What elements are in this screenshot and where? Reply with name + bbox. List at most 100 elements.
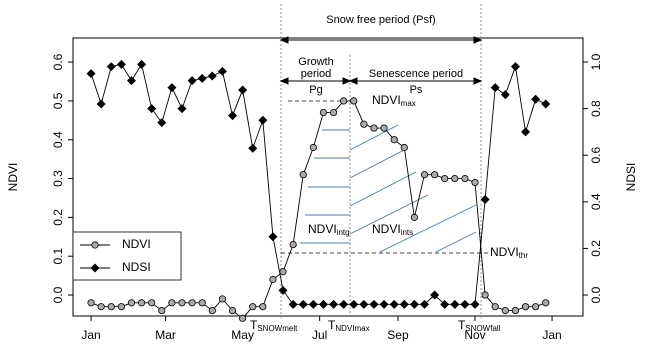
ndvi-point — [289, 240, 297, 249]
ndsi-point — [419, 299, 429, 309]
x-tick-label: Sep — [387, 328, 409, 342]
annotation-main: Ps — [410, 84, 423, 96]
ndvi-point — [319, 108, 328, 117]
ndvi-point — [370, 124, 378, 132]
x-tick-label: Nov — [464, 328, 485, 342]
ndvi-point — [400, 143, 408, 152]
y-axis-label: NDVI — [6, 163, 20, 192]
annotation-main: T — [328, 318, 336, 332]
ndsi-point — [187, 76, 197, 86]
ndsi-point — [480, 194, 490, 204]
annotation-main: NDVI — [308, 222, 337, 236]
ndsi-point — [147, 104, 157, 114]
hatch — [349, 147, 409, 179]
ndsi-point — [268, 232, 278, 242]
legend-label: NDVI — [122, 237, 151, 251]
ndsi-point — [217, 66, 227, 76]
annotation: NDVImax — [372, 93, 416, 108]
y2-tick-label: 1.0 — [589, 53, 603, 70]
annotation-main: Snow free period (Psf) — [326, 14, 435, 26]
annotation: Senescence period — [369, 68, 463, 80]
ndvi-point — [350, 97, 358, 105]
ndvi-point — [188, 299, 196, 307]
ndsi-point — [238, 85, 248, 95]
ndvi-point — [360, 120, 368, 128]
ndvi-point — [309, 143, 317, 152]
ndvi-point — [117, 303, 125, 311]
ndsi-point — [126, 76, 136, 86]
ndsi-point — [329, 299, 339, 309]
annotation: Ps — [410, 84, 423, 96]
x-tick-label: Jan — [81, 328, 100, 342]
series-line — [90, 100, 546, 319]
ndvi-point — [511, 306, 520, 315]
ndvi-point — [137, 299, 146, 307]
ndsi-point — [450, 299, 460, 309]
y-tick-label: 0.6 — [51, 53, 65, 70]
ndvi-point — [542, 299, 550, 307]
ndsi-point — [96, 99, 106, 109]
legend-label: NDSI — [122, 260, 151, 274]
ndsi-point — [369, 299, 379, 309]
ndvi-point — [430, 171, 439, 179]
annotation: NDVIintg — [308, 222, 350, 237]
ndvi-point — [532, 303, 540, 311]
annotation: NDVIints — [372, 222, 413, 237]
ndsi-point — [207, 71, 217, 81]
x-tick-label: Mar — [155, 328, 176, 342]
threshold-lines — [281, 100, 488, 254]
annotation: period — [301, 68, 332, 80]
y-tick-label: 0.5 — [51, 92, 65, 109]
y2-tick-label: 0.4 — [589, 193, 603, 210]
ndvi-point — [329, 108, 338, 117]
ndvi-point — [178, 299, 186, 307]
ndvi-point — [259, 303, 267, 311]
series-line — [90, 63, 546, 305]
annotation-sub: ints — [401, 228, 413, 237]
ndsi-point — [531, 94, 541, 104]
x-tick-label: May — [231, 328, 254, 342]
ndvi-point — [269, 275, 277, 284]
ndvi-point — [340, 97, 348, 105]
ndsi-point — [258, 115, 268, 125]
ndsi-point — [298, 299, 308, 309]
ndsi-point — [228, 111, 238, 121]
ndvi-point — [451, 174, 459, 183]
arrow-head — [348, 77, 483, 85]
annotation: Snow free period (Psf) — [326, 14, 435, 26]
annotation: NDVIthr — [490, 245, 528, 260]
x-tick-label: Jan — [542, 328, 561, 342]
ndsi-point — [541, 99, 551, 109]
ndsi-point — [521, 127, 531, 137]
annotation: TNDVImax — [328, 318, 370, 333]
ndsi-point — [379, 299, 389, 309]
ndsi-point — [349, 299, 359, 309]
annotation-sub: thr — [519, 251, 529, 260]
ndsi-point — [389, 299, 399, 309]
annotation-sub: NDVImax — [335, 324, 369, 333]
plot-frame — [72, 37, 584, 317]
ndsi-point — [318, 299, 328, 309]
annotation-main: Senescence period — [369, 68, 463, 80]
ndsi-point — [359, 299, 369, 309]
ndsi-point — [197, 73, 207, 83]
ndvi-point — [208, 306, 216, 315]
ndvi-point — [481, 291, 489, 299]
ndvi-point — [491, 303, 499, 311]
ndvi-point — [461, 174, 469, 183]
y-tick-label: 0.1 — [51, 248, 65, 265]
ndvi-point — [127, 299, 136, 307]
annotation-main: NDVI — [490, 245, 519, 259]
ndsi-point — [430, 290, 440, 300]
annotation-sub: max — [401, 99, 416, 108]
y2-tick-label: 0.8 — [589, 100, 603, 117]
ndsi-point — [106, 62, 116, 72]
event-lines — [280, 4, 482, 318]
ndvi-point — [380, 124, 388, 132]
ndsi-point — [510, 62, 520, 72]
hatching — [300, 124, 477, 253]
y-tick-label: 0.2 — [51, 209, 65, 226]
annotation-main: NDVI — [372, 93, 401, 107]
ndvi-point — [97, 303, 105, 311]
